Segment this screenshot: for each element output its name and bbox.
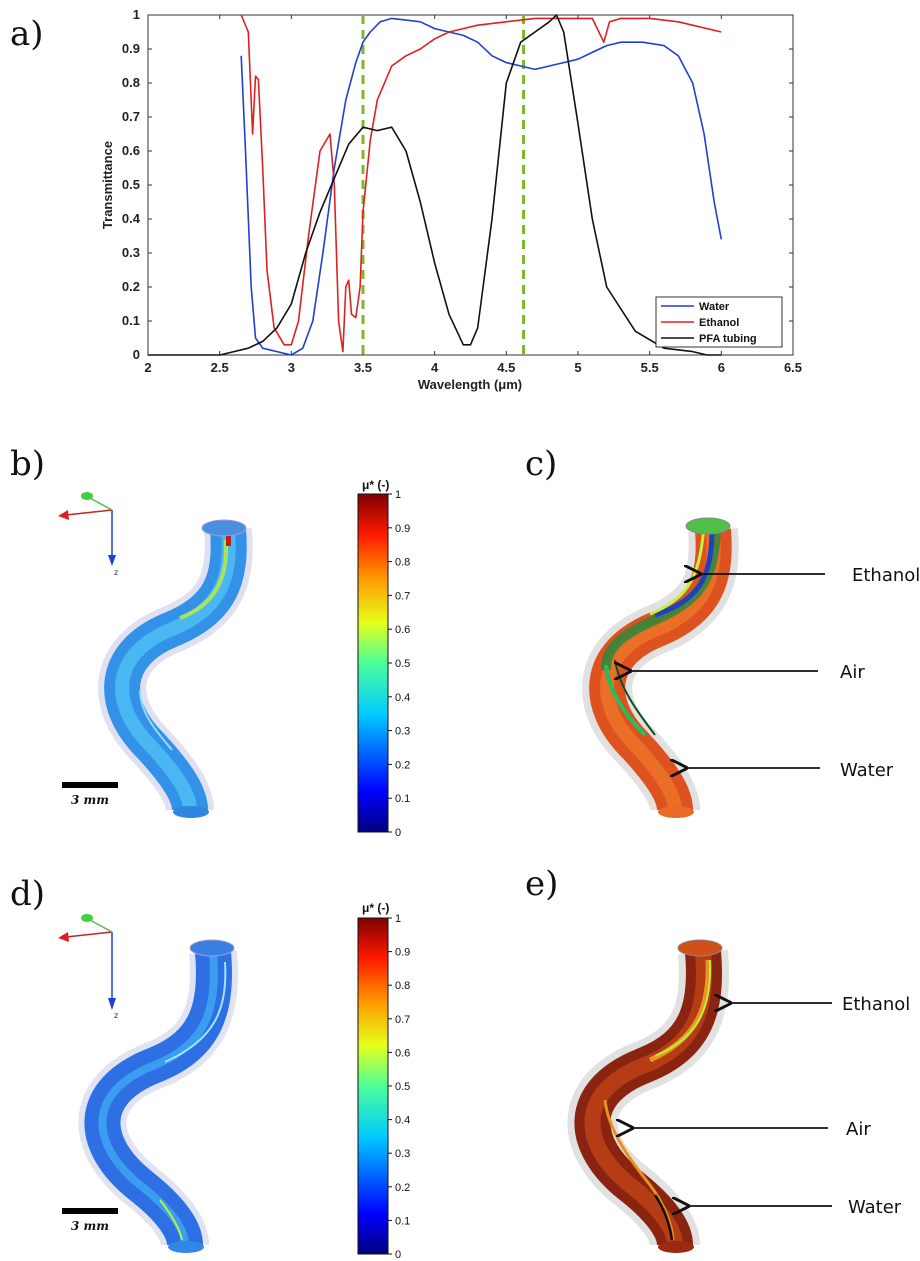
colorbar-tick-label: 0.7 xyxy=(395,590,410,602)
colorbar-tick-label: 0.5 xyxy=(395,658,410,670)
scale-bar-b: 3 mm xyxy=(62,782,118,807)
panel-label-c: c) xyxy=(525,444,557,484)
scale-bar-d: 3 mm xyxy=(62,1208,118,1233)
y-tick-label: 0.6 xyxy=(122,143,140,158)
label-water: Water xyxy=(840,760,894,781)
legend-label-pfa: PFA tubing xyxy=(699,333,757,345)
y-tick-label: 0 xyxy=(133,347,140,362)
colorbar-tick-label: 0.8 xyxy=(395,980,410,992)
scale-bar-label: 3 mm xyxy=(71,1219,109,1233)
label-water: Water xyxy=(848,1197,902,1218)
colorbar-tick-label: 1 xyxy=(395,489,401,501)
colorbar-tick-label: 0.2 xyxy=(395,759,410,771)
y-tick-label: 0.3 xyxy=(122,245,140,260)
legend-label-ethanol: Ethanol xyxy=(699,317,739,329)
axis-z-label: z xyxy=(114,568,118,577)
colorbar-tick-label: 0.5 xyxy=(395,1081,410,1093)
colorbar-tick-label: 0.6 xyxy=(395,1047,410,1059)
colorbar-tick-label: 0.3 xyxy=(395,1148,410,1160)
panel-c-image xyxy=(606,518,730,818)
y-tick-label: 0.1 xyxy=(122,313,140,328)
x-tick-label: 6 xyxy=(718,360,725,375)
colorbar-tick-label: 0.2 xyxy=(395,1182,410,1194)
colorbar-tick-label: 0 xyxy=(395,827,401,839)
colorbar-ticks: 0 0.1 0.2 0.3 0.4 0.5 0.6 0.7 0.8 0.9 1 xyxy=(388,913,410,1261)
scale-bar-line xyxy=(62,782,118,788)
y-tick-label: 0.4 xyxy=(122,211,141,226)
y-tick-label: 0.9 xyxy=(122,41,140,56)
colorbar-tick-label: 0.6 xyxy=(395,624,410,636)
y-tick-label: 0.8 xyxy=(122,75,140,90)
label-ethanol: Ethanol xyxy=(852,565,920,586)
axis-gizmo: z xyxy=(58,492,118,577)
colorbar-gradient xyxy=(358,494,388,832)
colorbar-tick-label: 0.9 xyxy=(395,947,410,959)
label-ethanol: Ethanol xyxy=(842,994,910,1015)
colorbar-tick-label: 0.7 xyxy=(395,1014,410,1026)
colorbar-gradient xyxy=(358,918,388,1254)
scale-bar-label: 3 mm xyxy=(71,793,109,807)
colorbar-tick-label: 0.1 xyxy=(395,1215,410,1227)
label-air: Air xyxy=(846,1119,871,1140)
axis-gizmo: z xyxy=(58,914,118,1020)
panel-d-image: z xyxy=(58,914,234,1253)
colorbar-title: μ* (-) xyxy=(362,901,389,915)
colorbar-bottom: μ* (-) 0 0.1 0.2 0.3 0.4 0.5 0.6 0.7 0.8 0.9 1 xyxy=(358,901,410,1261)
panel-label-a: a) xyxy=(10,14,44,54)
y-tick-label: 0.2 xyxy=(122,279,140,294)
y-tick-label: 0.7 xyxy=(122,109,140,124)
x-tick-label: 5.5 xyxy=(641,360,659,375)
colorbar-tick-label: 0.9 xyxy=(395,523,410,535)
x-axis-label: Wavelength (μm) xyxy=(418,377,522,392)
x-tick-label: 2.5 xyxy=(211,360,229,375)
colorbar-ticks: 0 0.1 0.2 0.3 0.4 0.5 0.6 0.7 0.8 0.9 1 xyxy=(388,489,410,839)
colorbar-title: μ* (-) xyxy=(362,478,389,492)
x-tick-label: 4 xyxy=(431,360,439,375)
x-tick-label: 4.5 xyxy=(497,360,515,375)
colorbar-tick-label: 0 xyxy=(395,1249,401,1261)
panel-b-image: z xyxy=(58,492,246,818)
y-tick-label: 0.5 xyxy=(122,177,140,192)
colorbar-tick-label: 0.1 xyxy=(395,793,410,805)
x-tick-label: 2 xyxy=(144,360,151,375)
colorbar-tick-label: 1 xyxy=(395,913,401,925)
legend-label-water: Water xyxy=(699,301,730,313)
scale-bar-line xyxy=(62,1208,118,1214)
x-tick-label: 3 xyxy=(288,360,295,375)
x-tick-label: 6.5 xyxy=(784,360,802,375)
x-tick-label: 5 xyxy=(574,360,581,375)
colorbar-tick-label: 0.3 xyxy=(395,726,410,738)
colorbar-tick-label: 0.4 xyxy=(395,1115,410,1127)
legend: Water Ethanol PFA tubing xyxy=(656,297,782,347)
colorbar-tick-label: 0.8 xyxy=(395,557,410,569)
axis-z-label: z xyxy=(114,1011,118,1020)
panel-label-b: b) xyxy=(10,444,45,484)
label-air: Air xyxy=(840,662,865,683)
panel-label-d: d) xyxy=(10,874,45,914)
y-tick-label: 1 xyxy=(133,7,140,22)
panel-label-e: e) xyxy=(525,864,558,904)
x-tick-label: 3.5 xyxy=(354,360,372,375)
y-axis-label: Transmittance xyxy=(100,141,115,229)
transmittance-chart: 2 2.5 3 3.5 4 4.5 5 5.5 6 6.5 0 0.1 0.2 0.3 0.4 0.5 0.6… xyxy=(100,7,802,392)
colorbar-tick-label: 0.4 xyxy=(395,692,410,704)
colorbar-top: μ* (-) 0 0.1 0.2 0.3 0.4 0.5 0.6 0.7 0.8 0.9 1 xyxy=(358,478,410,839)
